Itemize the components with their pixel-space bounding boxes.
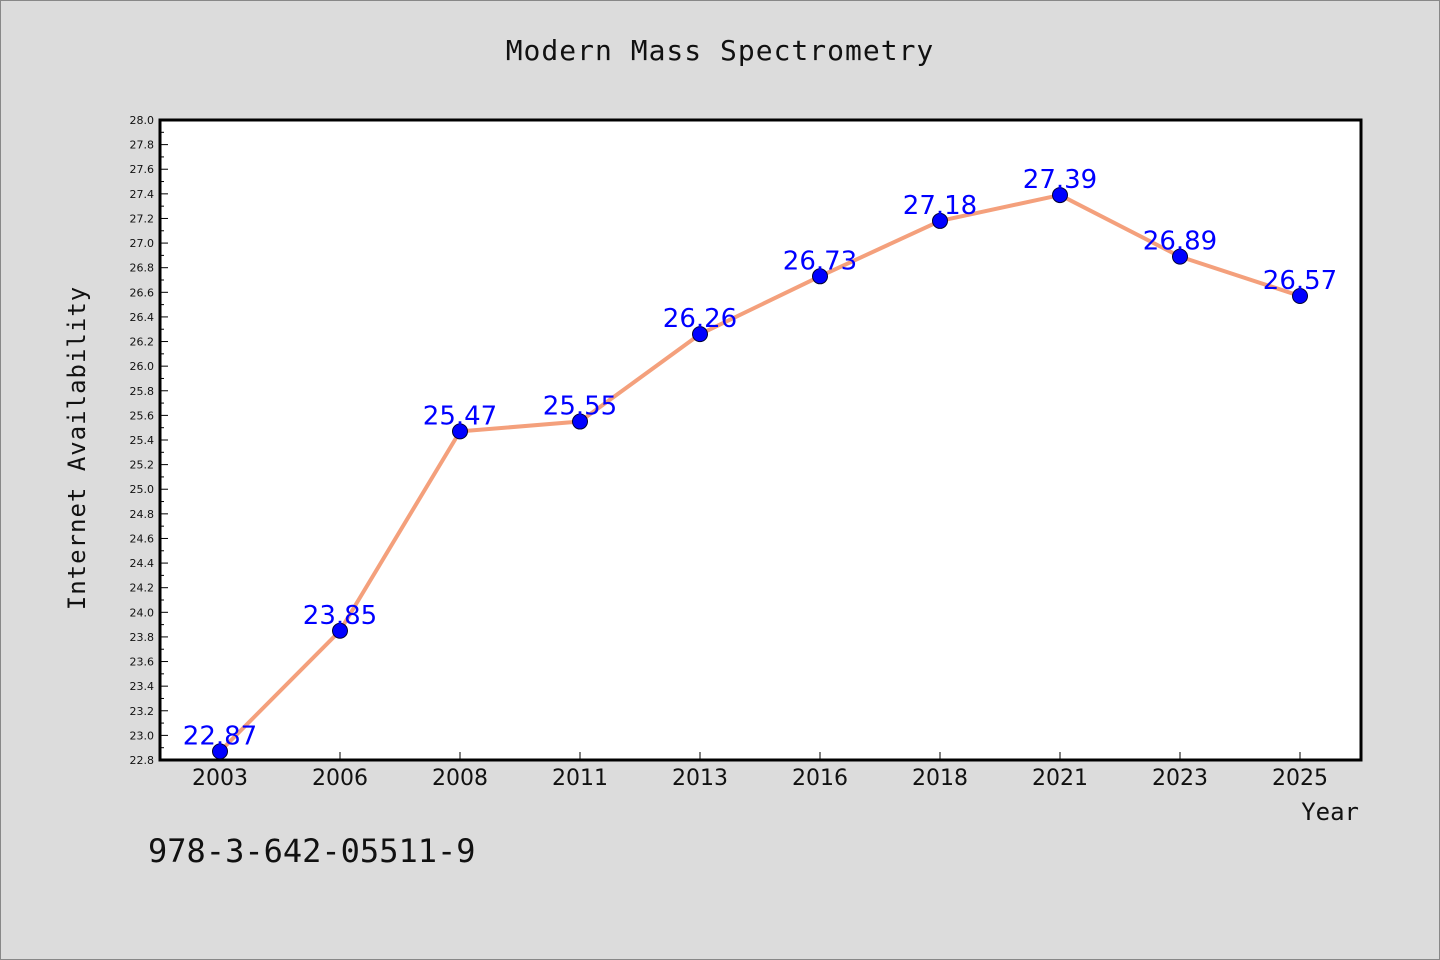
y-tick-label: 24.2 xyxy=(130,582,155,595)
y-axis-ticks: 22.8 23.0 23.2 23.4 23.6 23.8 24.0 24.2 24.4 24.6… xyxy=(130,114,168,767)
y-tick-label: 25.2 xyxy=(130,459,155,472)
x-tick-label: 2011 xyxy=(552,766,608,791)
data-point-marker xyxy=(812,268,828,285)
y-tick-label: 26.0 xyxy=(130,360,155,373)
x-tick-label: 2018 xyxy=(912,766,968,791)
data-point-marker xyxy=(332,622,348,639)
y-tick-label: 24.0 xyxy=(130,606,155,619)
y-tick-label: 24.8 xyxy=(130,508,155,521)
data-value-label: 22.87 xyxy=(183,721,257,751)
y-tick-label: 24.4 xyxy=(130,557,155,570)
x-tick-label: 2023 xyxy=(1152,766,1208,791)
data-point-marker xyxy=(572,413,588,430)
data-value-label: 25.47 xyxy=(423,401,497,431)
y-tick-label: 25.0 xyxy=(130,483,155,496)
x-tick-label: 2025 xyxy=(1272,766,1328,791)
data-value-label: 26.57 xyxy=(1263,266,1337,296)
data-value-label: 25.55 xyxy=(543,392,617,422)
x-tick-label: 2021 xyxy=(1032,766,1088,791)
chart-title: Modern Mass Spectrometry xyxy=(505,34,935,67)
x-tick-label: 2008 xyxy=(432,766,488,791)
y-tick-label: 26.8 xyxy=(130,262,155,275)
data-value-label: 26.73 xyxy=(783,246,857,276)
y-tick-label: 24.6 xyxy=(130,532,155,545)
y-tick-label: 27.4 xyxy=(130,188,155,201)
y-tick-label: 25.6 xyxy=(130,409,155,422)
y-tick-label: 23.4 xyxy=(130,680,155,693)
data-value-label: 26.26 xyxy=(663,304,737,334)
series-layer xyxy=(212,187,1308,760)
data-point-marker xyxy=(932,212,948,229)
y-tick-label: 23.2 xyxy=(130,705,155,718)
data-value-label: 26.89 xyxy=(1143,227,1217,257)
data-point-marker xyxy=(692,326,708,343)
y-tick-label: 27.0 xyxy=(130,237,155,250)
data-value-label: 27.39 xyxy=(1023,165,1097,195)
x-tick-label: 2003 xyxy=(192,766,248,791)
isbn-label: 978-3-642-05511-9 xyxy=(148,832,476,870)
y-tick-label: 28.0 xyxy=(130,114,155,127)
x-tick-label: 2006 xyxy=(312,766,368,791)
y-tick-label: 27.6 xyxy=(130,163,155,176)
data-value-label: 27.18 xyxy=(903,191,977,221)
x-axis-label: Year xyxy=(1301,798,1359,826)
data-point-marker xyxy=(1292,288,1308,304)
y-tick-label: 26.4 xyxy=(130,311,155,324)
series-line xyxy=(218,193,1302,754)
y-tick-label: 27.8 xyxy=(130,139,155,152)
y-tick-label: 25.4 xyxy=(130,434,155,447)
data-point-marker xyxy=(212,743,228,760)
y-tick-label: 25.8 xyxy=(130,385,155,398)
data-point-marker xyxy=(1172,248,1188,265)
y-tick-label: 26.6 xyxy=(130,286,155,299)
data-point-marker xyxy=(1052,187,1068,204)
x-tick-label: 2016 xyxy=(792,766,848,791)
y-tick-label: 27.2 xyxy=(130,212,155,225)
x-axis-ticks: 2003 2006 2008 2011 2013 2016 2018 2021 2023 2025 xyxy=(192,752,1328,791)
data-point-marker xyxy=(452,423,468,440)
y-axis-label: Internet Availability xyxy=(63,286,91,610)
plot-area xyxy=(158,118,1363,762)
y-tick-label: 22.8 xyxy=(130,754,155,767)
x-tick-label: 2013 xyxy=(672,766,728,791)
y-tick-label: 23.8 xyxy=(130,631,155,644)
y-tick-label: 26.2 xyxy=(130,336,155,349)
y-tick-label: 23.0 xyxy=(130,729,155,742)
y-tick-label: 23.6 xyxy=(130,656,155,669)
data-value-label: 23.85 xyxy=(303,601,377,631)
data-labels: 22.87 23.85 25.47 25.55 26.26 26.73 27.18 27.39… xyxy=(183,165,1337,751)
